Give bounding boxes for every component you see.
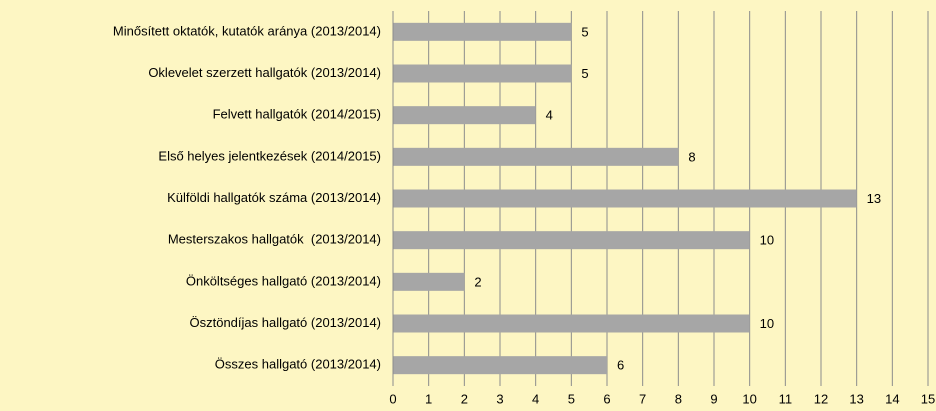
value-label: 8	[688, 149, 695, 164]
x-tick-label: 7	[639, 391, 646, 406]
x-tick-label: 9	[710, 391, 717, 406]
y-tick-label: Első helyes jelentkezések (2014/2015)	[158, 148, 381, 163]
bar	[393, 64, 572, 83]
x-tick-label: 12	[814, 391, 828, 406]
x-tick-label: 4	[532, 391, 539, 406]
x-tick-label: 8	[675, 391, 682, 406]
value-label: 2	[474, 274, 481, 289]
y-tick-label: Minősített oktatók, kutatók aránya (2013…	[113, 23, 381, 38]
value-label: 10	[760, 316, 774, 331]
bar	[393, 231, 750, 250]
y-tick-label: Oklevelet szerzett hallgatók (2013/2014)	[148, 65, 381, 80]
y-tick-label: Összes hallgató (2013/2014)	[215, 357, 381, 372]
bar	[393, 356, 607, 375]
y-tick-label: Külföldi hallgatók száma (2013/2014)	[167, 190, 381, 205]
value-label: 5	[581, 66, 588, 81]
x-tick-label: 13	[849, 391, 863, 406]
x-tick-label: 11	[779, 391, 793, 406]
value-label: 13	[867, 191, 881, 206]
x-tick-label: 0	[389, 391, 396, 406]
bar	[393, 147, 679, 166]
value-label: 10	[760, 233, 774, 248]
y-tick-label: Ösztöndíjas hallgató (2013/2014)	[189, 315, 381, 330]
x-tick-label: 14	[885, 391, 899, 406]
bar	[393, 272, 465, 291]
value-label: 5	[581, 24, 588, 39]
bar	[393, 22, 572, 41]
y-tick-label: Felvett hallgatók (2014/2015)	[213, 107, 381, 122]
x-tick-label: 10	[742, 391, 756, 406]
x-tick-label: 3	[496, 391, 503, 406]
bar	[393, 314, 750, 333]
y-tick-label: Mesterszakos hallgatók (2013/2014)	[168, 232, 381, 247]
x-tick-label: 6	[603, 391, 610, 406]
x-tick-label: 5	[568, 391, 575, 406]
value-label: 6	[617, 358, 624, 373]
x-tick-label: 1	[425, 391, 432, 406]
bar	[393, 106, 536, 125]
y-tick-label: Önköltséges hallgató (2013/2014)	[186, 273, 381, 288]
value-label: 4	[546, 108, 553, 123]
x-tick-label: 2	[461, 391, 468, 406]
x-tick-label: 15	[921, 391, 935, 406]
bar	[393, 189, 857, 208]
